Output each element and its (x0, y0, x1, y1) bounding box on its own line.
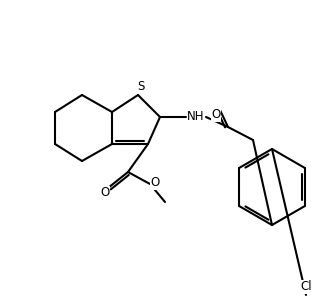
Text: O: O (150, 176, 160, 189)
Text: NH: NH (187, 111, 205, 124)
Text: O: O (211, 108, 221, 121)
Text: S: S (137, 81, 145, 94)
Text: Cl: Cl (300, 281, 312, 294)
Text: O: O (100, 187, 110, 200)
